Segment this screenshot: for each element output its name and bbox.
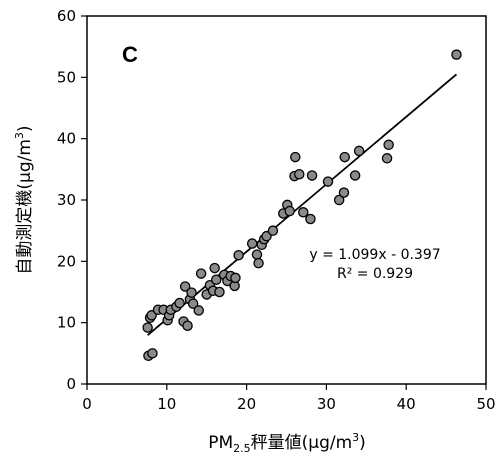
data-point	[305, 213, 316, 225]
data-point	[209, 262, 220, 274]
x-tick-label: 0	[82, 395, 92, 413]
data-point	[179, 281, 191, 292]
x-tick-label: 10	[157, 395, 176, 413]
data-point	[306, 170, 318, 181]
data-points	[142, 49, 462, 362]
x-axis-label-unit-sup: 3	[352, 431, 359, 444]
data-point	[214, 286, 225, 298]
data-point	[381, 153, 393, 164]
data-point	[322, 176, 334, 187]
x-axis-label-main: PM	[208, 433, 233, 453]
x-axis-label-unit: (μg/m	[302, 433, 353, 453]
x-tick-label: 50	[476, 395, 495, 413]
data-point	[294, 168, 305, 180]
y-tick-label: 20	[57, 252, 76, 270]
data-point	[230, 272, 241, 284]
data-point	[253, 257, 264, 269]
data-point	[290, 151, 301, 163]
x-axis-label-subscript: 2.5	[233, 442, 251, 455]
y-tick-label: 10	[57, 314, 76, 332]
y-tick-label: 50	[57, 68, 76, 86]
y-axis-label-main: 自動測定機	[15, 190, 35, 275]
y-tick-label: 40	[57, 130, 76, 148]
data-point	[353, 145, 365, 157]
y-axis-label: 自動測定機(μg/m3)	[13, 125, 35, 274]
x-tick-label: 40	[397, 395, 416, 413]
data-point	[195, 268, 207, 279]
data-point	[298, 207, 309, 218]
data-point	[251, 249, 263, 260]
data-point	[246, 238, 258, 249]
r-squared-label: R² = 0.929	[337, 266, 413, 282]
data-point	[211, 274, 222, 285]
data-point	[383, 139, 394, 151]
x-tick-label: 30	[317, 395, 336, 413]
y-axis-label-unit: (μg/m	[15, 139, 35, 190]
regression-equation: y = 1.099x - 0.397	[309, 247, 440, 263]
data-point	[451, 49, 462, 60]
y-tick-label: 0	[66, 375, 76, 393]
data-point	[186, 287, 197, 298]
data-point	[193, 305, 204, 316]
data-point	[142, 322, 153, 333]
data-point	[182, 320, 193, 331]
x-axis-label: PM2.5秤量値(μg/m3)	[208, 431, 366, 455]
data-point	[233, 249, 244, 261]
y-tick-label: 30	[57, 191, 76, 209]
y-axis-label-unit-sup: 3	[13, 132, 26, 139]
data-point	[338, 187, 350, 198]
data-point	[339, 151, 351, 163]
data-point	[147, 348, 158, 359]
data-point	[349, 170, 361, 181]
data-point	[174, 297, 185, 309]
regression-line	[147, 73, 458, 336]
x-axis-label-unit-close: )	[359, 433, 366, 453]
y-tick-label: 60	[57, 7, 76, 25]
axis-ticks: 0 10 20 30 40 50 0 10 20 30 40 50 60	[57, 7, 496, 413]
data-point	[187, 298, 199, 309]
panel-label: C	[122, 42, 138, 67]
data-point	[333, 194, 345, 206]
data-point	[267, 225, 279, 236]
x-axis-label-rest: 秤量値	[251, 433, 302, 453]
y-axis-label-unit-close: )	[15, 125, 35, 132]
data-point	[284, 205, 295, 217]
x-tick-label: 20	[237, 395, 256, 413]
